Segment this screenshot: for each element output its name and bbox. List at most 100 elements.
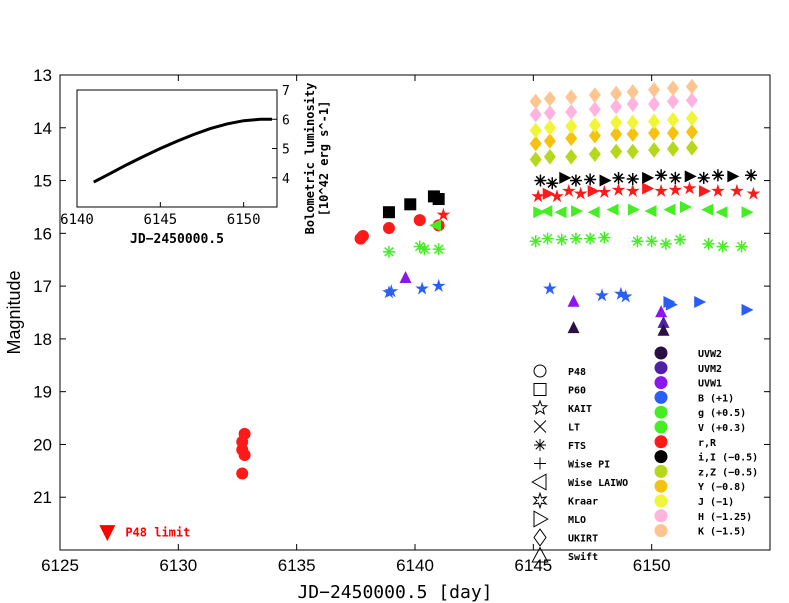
asterisk-stroke (535, 175, 546, 186)
data-point (610, 114, 623, 131)
legend-band-label: r,R (698, 438, 717, 449)
x-axis-label: JD−2450000.5 [day] (297, 582, 492, 603)
asterisk-stroke (599, 232, 610, 243)
data-point (648, 125, 661, 141)
x-tick-label: 6135 (278, 556, 316, 575)
legend-band-swatch (654, 346, 668, 360)
data-point (543, 281, 557, 295)
series-z-z-0-5- (529, 140, 698, 168)
y-tick-label: 13 (33, 66, 52, 85)
asterisk-stroke (698, 173, 709, 183)
y-tick-label: 19 (33, 383, 52, 402)
data-point (587, 185, 600, 198)
data-point (648, 81, 661, 98)
data-point (610, 126, 623, 142)
data-point (702, 237, 715, 250)
data-point (685, 124, 698, 140)
data-point (595, 288, 609, 302)
data-point (529, 93, 542, 110)
legend-band-item: UVW2 (654, 346, 722, 360)
data-point (418, 243, 431, 256)
data-point (587, 206, 600, 219)
data-point (99, 525, 116, 542)
data-point (432, 193, 445, 206)
data-point (236, 467, 249, 480)
data-point (429, 219, 442, 232)
data-point (730, 183, 744, 197)
legend-band-swatch (654, 376, 668, 390)
legend-instrument-label: P48 (568, 367, 586, 378)
data-point (711, 169, 724, 182)
data-point (588, 117, 601, 133)
legend-instrument-item: FTS (534, 439, 586, 452)
data-point (573, 186, 588, 200)
data-point (665, 298, 678, 311)
data-point (685, 140, 698, 156)
data-point (569, 232, 582, 245)
data-point (542, 187, 555, 200)
data-point (529, 106, 542, 123)
legend-band-label: V (+0.3) (698, 423, 746, 434)
legend-symbol (535, 440, 545, 450)
legend-band-item: i,I (−0.5) (654, 450, 758, 464)
legend-band-item: Y (−0.8) (654, 479, 746, 493)
legend-instrument-label: MLO (568, 515, 586, 526)
data-point (663, 203, 676, 216)
data-point (666, 93, 679, 110)
legend-instrument-label: Wise PI (568, 459, 610, 471)
inset-y-tick-label: 6 (282, 113, 290, 128)
data-point (627, 203, 640, 216)
legend-symbol (533, 510, 549, 528)
data-point (533, 206, 546, 219)
asterisk-stroke (646, 236, 657, 247)
legend-instrument-label: Kraar (568, 497, 598, 508)
data-point (543, 119, 556, 136)
data-point (382, 206, 395, 219)
data-point (631, 235, 644, 248)
data-point (404, 198, 417, 211)
data-point (684, 170, 697, 183)
data-point (654, 183, 668, 197)
data-point (625, 183, 640, 197)
data-point (626, 114, 639, 131)
limit-label: P48 limit (125, 526, 190, 540)
data-point (669, 171, 682, 184)
data-point (569, 174, 582, 187)
asterisk-stroke (661, 239, 671, 249)
legend-instrument-item: Wise PI (534, 457, 610, 471)
legend-band-label: z,Z (−0.5) (698, 467, 758, 478)
legend-band-swatch (654, 450, 668, 464)
legend-instrument-item: P60 (533, 383, 586, 397)
asterisk-stroke (627, 174, 638, 184)
data-point (543, 90, 556, 107)
asterisk-stroke (585, 233, 595, 244)
legend-band-label: UVW1 (698, 379, 722, 390)
legend-band-item: UVW1 (654, 376, 722, 390)
legend-instrument-label: FTS (568, 441, 586, 452)
data-point (546, 177, 559, 190)
data-point (655, 169, 668, 182)
asterisk-stroke (746, 170, 756, 181)
inset-y-axis-unit: [10^42 erg s^-1] (317, 101, 331, 217)
legend-band-item: K (−1.5) (654, 524, 746, 538)
legend-band-swatch (654, 464, 668, 478)
data-point (701, 203, 714, 216)
y-tick-label: 21 (33, 488, 52, 507)
x-tick-label: 6150 (633, 556, 671, 575)
asterisk-stroke (571, 233, 581, 244)
legend-band-swatch (654, 509, 668, 523)
legend-instrument-item: Wise LAIWO (531, 473, 628, 491)
data-point (685, 92, 698, 109)
inset-y-tick-label: 5 (282, 143, 290, 158)
data-point (735, 240, 748, 253)
data-point (697, 171, 710, 184)
data-point (612, 171, 625, 184)
data-point (399, 270, 412, 283)
series-k-1-5- (529, 78, 698, 110)
legend-band-swatch (654, 405, 668, 419)
data-point (541, 232, 554, 245)
data-point (432, 243, 445, 256)
data-point (626, 96, 639, 112)
legend-band-item: UVM2 (654, 361, 722, 375)
